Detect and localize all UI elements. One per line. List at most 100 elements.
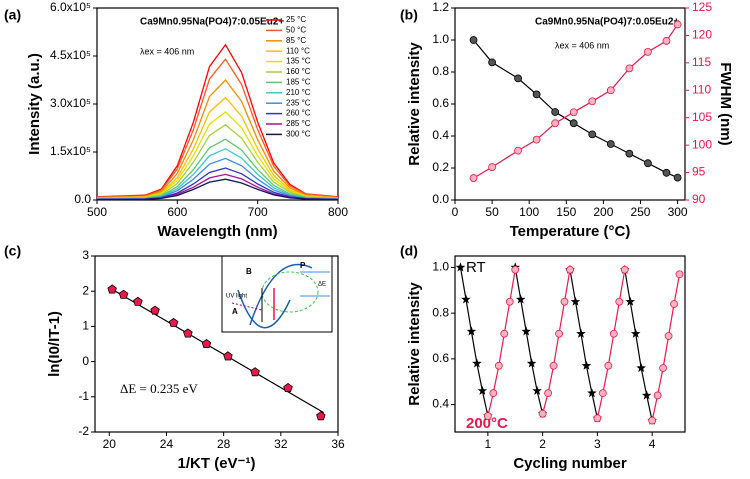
marker bbox=[516, 294, 526, 304]
marker bbox=[538, 409, 547, 418]
x-tick-label: 2 bbox=[539, 437, 546, 451]
plot-frame bbox=[454, 7, 686, 201]
marker bbox=[620, 265, 629, 274]
marker bbox=[609, 329, 618, 338]
x-tick-label: 600 bbox=[167, 205, 187, 219]
marker bbox=[551, 119, 560, 128]
marker bbox=[625, 296, 635, 306]
marker bbox=[532, 90, 541, 99]
series-line bbox=[96, 96, 339, 199]
y-tick-label: 0.8 bbox=[432, 305, 449, 319]
marker bbox=[521, 326, 531, 336]
marker bbox=[107, 284, 117, 294]
annotation: 200°C bbox=[466, 415, 508, 432]
marker bbox=[250, 367, 260, 377]
y-tick-label: 0 bbox=[82, 354, 89, 368]
marker bbox=[477, 385, 488, 395]
curve bbox=[237, 289, 291, 329]
marker bbox=[526, 358, 537, 368]
y2-tick-label: 110 bbox=[692, 82, 711, 96]
x-tick-label: 250 bbox=[630, 205, 650, 219]
marker bbox=[670, 300, 678, 308]
legend-label: 300 °C bbox=[286, 130, 311, 139]
x-tick-label: 28 bbox=[217, 437, 231, 451]
marker bbox=[631, 328, 641, 338]
y-tick-label: 0.6 bbox=[432, 96, 449, 110]
marker bbox=[555, 329, 563, 338]
legend-label: 50 °C bbox=[286, 26, 306, 35]
y-tick-label: 1.0 bbox=[432, 260, 449, 274]
excitation: λex = 406 nm bbox=[140, 46, 194, 56]
x-tick-label: 800 bbox=[328, 205, 348, 219]
marker bbox=[570, 296, 581, 306]
legend-label: 210 °C bbox=[286, 88, 311, 97]
y-tick-label: 3.0x10⁵ bbox=[50, 96, 91, 110]
excitation: λex = 406 nm bbox=[555, 40, 609, 50]
y2-tick-label: 120 bbox=[692, 28, 712, 42]
x-tick-label: 4 bbox=[649, 437, 656, 451]
panel-label: (d) bbox=[400, 243, 418, 259]
arrow bbox=[231, 302, 263, 311]
y-tick-label: 1.0 bbox=[432, 32, 449, 46]
marker bbox=[469, 36, 478, 44]
y-axis-label: Relative intensity bbox=[406, 282, 423, 406]
marker bbox=[514, 146, 522, 155]
marker bbox=[133, 296, 143, 306]
y-tick-label: 4.5x10⁵ bbox=[50, 48, 91, 62]
panel-label: (a) bbox=[4, 7, 21, 23]
y-tick-label: 0.0 bbox=[432, 192, 449, 206]
marker bbox=[118, 289, 129, 299]
legend-label: 135 °C bbox=[286, 57, 311, 66]
marker bbox=[636, 363, 646, 372]
marker bbox=[150, 305, 160, 315]
x-axis-label: Cycling number bbox=[513, 455, 627, 472]
marker bbox=[514, 74, 522, 83]
y2-tick-label: 95 bbox=[692, 165, 706, 179]
legend-label: 160 °C bbox=[286, 67, 311, 76]
y2-tick-label: 115 bbox=[692, 55, 711, 69]
marker bbox=[183, 328, 193, 338]
inset-label: UV light bbox=[226, 294, 247, 300]
marker bbox=[581, 360, 592, 370]
marker bbox=[593, 414, 602, 423]
marker bbox=[644, 47, 652, 56]
y2-tick-label: 100 bbox=[692, 137, 712, 151]
legend-label: 185 °C bbox=[286, 78, 311, 87]
annotation: ΔE = 0.235 eV bbox=[120, 381, 198, 396]
x-axis-label: Wavelength (nm) bbox=[157, 223, 277, 240]
formula: Ca9Mn0.95Na(PO4)7:0.05Eu2+ bbox=[535, 17, 679, 28]
y-tick-label: 0.0 bbox=[74, 192, 91, 206]
x-tick-label: 300 bbox=[668, 205, 688, 219]
series-line bbox=[96, 157, 339, 200]
marker bbox=[569, 108, 578, 117]
x-tick-label: 100 bbox=[519, 205, 539, 219]
y-axis-label: Intensity (a.u.) bbox=[26, 53, 43, 155]
series-line bbox=[96, 58, 339, 198]
marker bbox=[532, 135, 541, 144]
x-axis-label: 1/KT (eV⁻¹) bbox=[178, 455, 256, 472]
marker bbox=[483, 412, 492, 420]
y-tick-label: 2 bbox=[82, 283, 89, 297]
marker bbox=[566, 265, 574, 274]
series-line bbox=[96, 111, 339, 199]
y2-tick-label: 125 bbox=[692, 0, 712, 14]
inset-label: B bbox=[246, 267, 252, 276]
marker bbox=[606, 140, 615, 148]
y2-tick-label: 105 bbox=[692, 110, 712, 124]
marker bbox=[648, 416, 657, 425]
x-tick-label: 32 bbox=[274, 437, 288, 451]
marker bbox=[549, 361, 558, 370]
marker bbox=[500, 329, 509, 338]
series-line bbox=[96, 138, 339, 200]
marker bbox=[673, 20, 682, 29]
y-tick-label: 6.0x10⁵ bbox=[50, 0, 91, 14]
inset-frame bbox=[221, 255, 333, 333]
series-line bbox=[487, 269, 681, 421]
legend-label: 260 °C bbox=[286, 109, 311, 118]
legend-label: 110 °C bbox=[286, 46, 310, 55]
marker bbox=[653, 391, 662, 400]
marker bbox=[662, 168, 671, 177]
legend-label: 25 °C bbox=[286, 15, 306, 24]
marker bbox=[673, 173, 682, 182]
x-tick-label: 24 bbox=[160, 437, 174, 451]
